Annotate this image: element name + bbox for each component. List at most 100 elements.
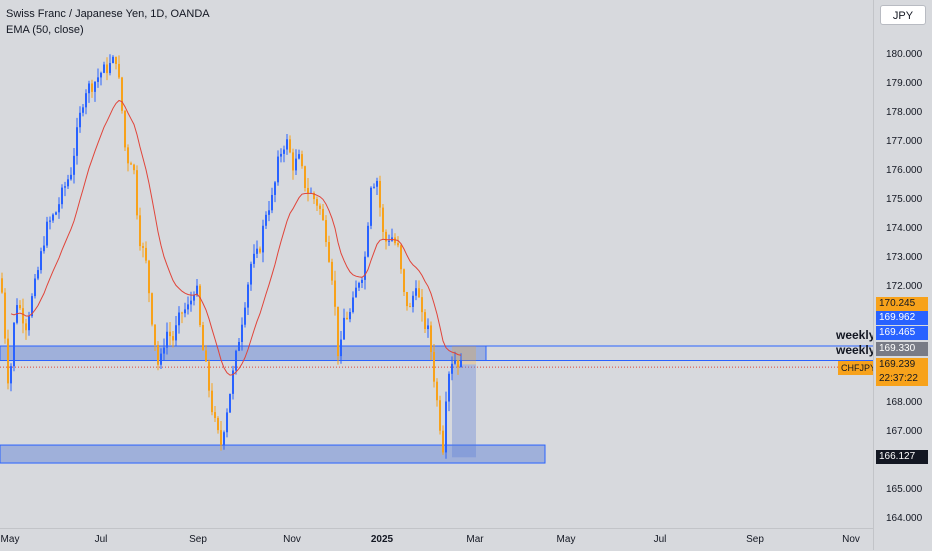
zone-label-weekly-lower: weekly [836, 343, 873, 357]
candle-body [187, 304, 189, 310]
candle-body [238, 341, 240, 351]
candle-body [166, 331, 168, 348]
candle-body [280, 153, 282, 157]
candle-body [154, 324, 156, 345]
candle-body [430, 325, 432, 353]
time-tick: Jul [653, 534, 667, 545]
candle-body [103, 64, 105, 73]
candle-body [274, 182, 276, 195]
candle-body [433, 352, 435, 382]
candle-body [217, 417, 219, 431]
candle-body [61, 187, 63, 205]
candle-body [448, 373, 450, 402]
time-tick: Jul [94, 534, 108, 545]
candle-body [169, 331, 171, 337]
price-tag: 169.239 [876, 358, 928, 372]
candle-body [454, 360, 456, 364]
candle-body [172, 336, 174, 341]
time-tick: Nov [842, 534, 860, 545]
candle-body [190, 300, 192, 305]
candle-body [364, 256, 366, 280]
candle-body [79, 112, 81, 128]
candle-body [85, 93, 87, 108]
candle-body [91, 83, 93, 92]
candle-body [442, 430, 444, 453]
candle-body [7, 338, 9, 384]
candle-body [400, 245, 402, 270]
candle-body [70, 174, 72, 180]
price-tick: 173.000 [886, 252, 923, 263]
candle-body [451, 363, 453, 374]
candle-body [325, 220, 327, 243]
candle-body [223, 432, 225, 445]
candle-body [100, 72, 102, 78]
candle-body [181, 312, 183, 314]
candle-body [115, 56, 117, 64]
candle-body [268, 210, 270, 215]
candle-body [349, 312, 351, 320]
candle-body [424, 312, 426, 330]
candle-body [229, 393, 231, 413]
time-tick: May [0, 534, 20, 545]
candle-body [58, 204, 60, 213]
candle-body [1, 278, 3, 293]
ema-indicator-label[interactable]: EMA (50, close) [6, 24, 84, 36]
candle-body [175, 325, 177, 341]
candle-body [124, 110, 126, 148]
candle-body [13, 322, 15, 367]
candle-body [148, 260, 150, 294]
candle-body [295, 158, 297, 171]
candle-body [157, 344, 159, 365]
candle-body [352, 297, 354, 313]
candle-body [385, 231, 387, 242]
ema-line [10, 99, 462, 376]
candle-body [97, 77, 99, 82]
candle-body [199, 285, 201, 326]
candle-body [226, 412, 228, 433]
price-tick: 165.000 [886, 484, 923, 495]
candle-body [52, 214, 54, 221]
candle-body [307, 187, 309, 194]
candle-body [379, 180, 381, 208]
candle-body [253, 253, 255, 264]
candle-body [337, 306, 339, 357]
candle-body [76, 127, 78, 156]
candle-body [220, 430, 222, 445]
candle-body [409, 306, 411, 308]
candle-body [241, 324, 243, 342]
candle-body [397, 243, 399, 246]
price-axis[interactable]: 180.000 179.000 178.000 177.000 176.000 175.0… [873, 0, 932, 550]
candle-body [355, 287, 357, 298]
candle-body [298, 154, 300, 159]
candle-body [130, 163, 132, 165]
candle-body [340, 339, 342, 357]
candle-body [118, 63, 120, 78]
candle-body [232, 370, 234, 394]
candle-body [37, 270, 39, 279]
candle-body [460, 359, 462, 368]
candle-body [73, 155, 75, 175]
symbol-tag: CHFJPY [838, 361, 873, 375]
time-tick: May [556, 534, 576, 545]
candle-body [304, 166, 306, 188]
candle-body [259, 248, 261, 253]
price-tag: 169.962 [876, 311, 928, 325]
time-axis[interactable]: May Jul Sep Nov 2025 Mar May Jul Sep Nov [0, 528, 873, 551]
time-tick: Sep [746, 534, 764, 545]
candle-body [292, 152, 294, 171]
price-tick: 174.000 [886, 223, 923, 234]
time-tick: Mar [466, 534, 484, 545]
candle-body [256, 248, 258, 254]
price-tick: 179.000 [886, 78, 923, 89]
candle-body [445, 401, 447, 453]
candle-body [262, 225, 264, 253]
currency-button[interactable]: JPY [880, 5, 926, 25]
price-chart[interactable] [0, 0, 873, 528]
symbol-title[interactable]: Swiss Franc / Japanese Yen, 1D, OANDA [6, 8, 210, 20]
candle-body [136, 170, 138, 216]
candle-body [328, 242, 330, 262]
chart-canvas[interactable]: Swiss Franc / Japanese Yen, 1D, OANDA EM… [0, 0, 873, 528]
candle-body [412, 295, 414, 307]
candle-body [46, 221, 48, 246]
candle-body [283, 149, 285, 154]
